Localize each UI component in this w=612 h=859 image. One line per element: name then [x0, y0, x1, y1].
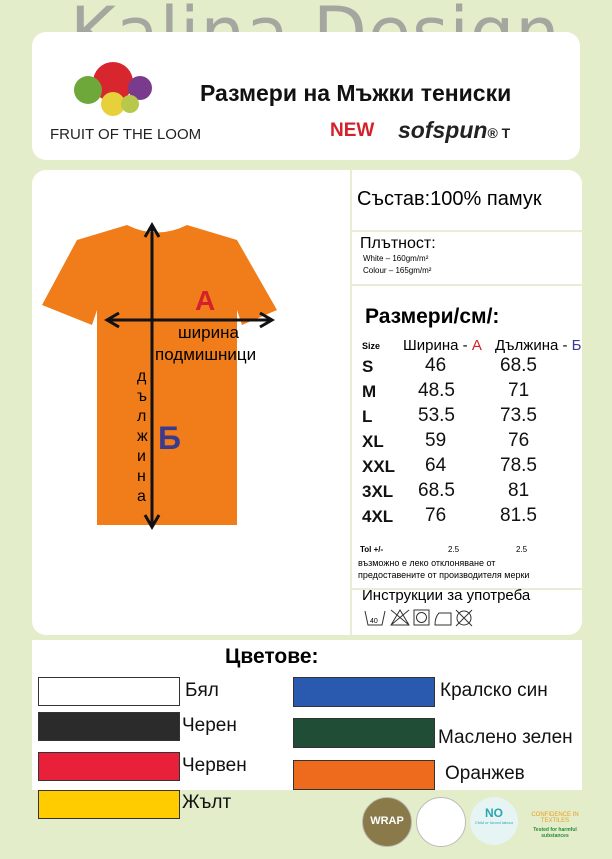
colors-title: Цветове:: [225, 645, 319, 668]
size-label: M: [362, 382, 377, 401]
tol-width: 2.5: [448, 545, 460, 554]
brand-name: FRUIT OF THE LOOM: [50, 126, 202, 143]
size-width: 46: [425, 355, 447, 376]
color-name: Черен: [182, 715, 237, 736]
no-dry-clean-icon: [455, 609, 473, 627]
color-name: Кралско син: [440, 680, 548, 701]
size-width: 68.5: [418, 480, 455, 501]
iron-icon: [434, 612, 452, 626]
wash-40-icon: 40: [364, 610, 386, 626]
wrap-logo: WRAP: [362, 797, 412, 847]
color-swatch[interactable]: [38, 752, 180, 781]
tshirt-diagram: [42, 222, 277, 530]
color-swatch[interactable]: [38, 712, 180, 741]
col-width-label: Ширина -: [403, 337, 472, 354]
size-label: 4XL: [362, 507, 394, 526]
length-letter: ж: [137, 428, 148, 445]
size-width: 59: [425, 430, 447, 451]
sizes-title: Размери/см/:: [365, 305, 500, 328]
wrap-text: WRAP: [370, 815, 404, 827]
no-child-labour-logo: NO Child or forced labour: [470, 797, 518, 845]
label-b: Б: [158, 420, 181, 456]
oeko-text: CONFIDENCE IN TEXTILES: [531, 812, 579, 824]
size-length: 81: [508, 480, 530, 501]
size-label: XXL: [362, 457, 396, 476]
color-swatch[interactable]: [293, 760, 435, 790]
wash-temp: 40: [370, 618, 378, 625]
care-title: Инструкции за употреба: [362, 587, 531, 604]
note-1: възможно е леко отклоняване от: [358, 558, 496, 568]
size-label: 3XL: [362, 482, 394, 501]
density-white: White – 160gm/m²: [363, 254, 429, 263]
width-label: ширина: [178, 323, 239, 342]
no-text: NO: [485, 806, 503, 820]
product-name: sofspun® T: [398, 117, 510, 144]
tol-length: 2.5: [516, 545, 528, 554]
tol-label: Tol +/-: [360, 545, 384, 554]
col-length-letter: Б: [571, 337, 582, 354]
oeko-logo: CONFIDENCE IN TEXTILES Tested for harmful…: [520, 800, 590, 845]
size-width: 64: [425, 455, 447, 476]
no-sub: Child or forced labour: [474, 820, 514, 825]
color-name: Бял: [185, 680, 219, 701]
col-size: Size: [362, 341, 381, 351]
product-logo: sofspun: [398, 117, 488, 143]
length-letter: ъ: [137, 388, 147, 405]
size-label: XL: [362, 432, 384, 451]
size-length: 73.5: [500, 405, 537, 426]
color-name: Жълт: [182, 792, 232, 813]
color-name: Маслено зелен: [438, 727, 573, 748]
new-label: NEW: [330, 120, 375, 141]
size-length: 76: [508, 430, 530, 451]
color-name: Червен: [182, 755, 247, 776]
care-icons: 40: [364, 609, 473, 627]
fruit-logo-icon: [74, 62, 152, 116]
length-letter: и: [137, 448, 146, 465]
color-swatch[interactable]: [293, 718, 435, 748]
col-width-letter: А: [471, 337, 482, 354]
color-swatch[interactable]: [293, 677, 435, 707]
col-width: Ширина - А: [403, 337, 482, 354]
size-label: L: [362, 407, 373, 426]
color-swatch[interactable]: [38, 677, 180, 706]
globe-logo: [416, 797, 466, 847]
oeko-sub: Tested for harmful substances: [533, 827, 577, 839]
composition: Състав:100% памук: [357, 188, 542, 210]
size-length: 68.5: [500, 355, 537, 376]
tumble-dry-icon: [413, 609, 430, 626]
note-2: предоставените от производителя мерки: [358, 570, 530, 580]
size-width: 53.5: [418, 405, 455, 426]
label-a: A: [195, 285, 216, 316]
length-letter: л: [137, 408, 147, 425]
col-length-label: Дължина -: [495, 337, 572, 354]
product-suffix: ® T: [487, 125, 511, 141]
size-width: 48.5: [418, 380, 455, 401]
no-bleach-icon: [390, 609, 410, 626]
size-label: S: [362, 357, 374, 376]
density-title: Плътност:: [360, 235, 436, 252]
width-label-2: подмишници: [155, 345, 257, 364]
page-title: Размери на Мъжки тениски: [200, 80, 512, 106]
color-name: Оранжев: [445, 763, 525, 784]
length-letter: а: [137, 488, 146, 505]
size-length: 71: [508, 380, 530, 401]
size-length: 78.5: [500, 455, 537, 476]
size-width: 76: [425, 505, 447, 526]
density-colour: Colour – 165gm/m²: [363, 266, 432, 275]
col-length: Дължина - Б: [495, 337, 582, 354]
length-letter: д: [137, 368, 147, 385]
length-letter: н: [137, 468, 146, 485]
color-swatch[interactable]: [38, 790, 180, 819]
size-length: 81.5: [500, 505, 537, 526]
